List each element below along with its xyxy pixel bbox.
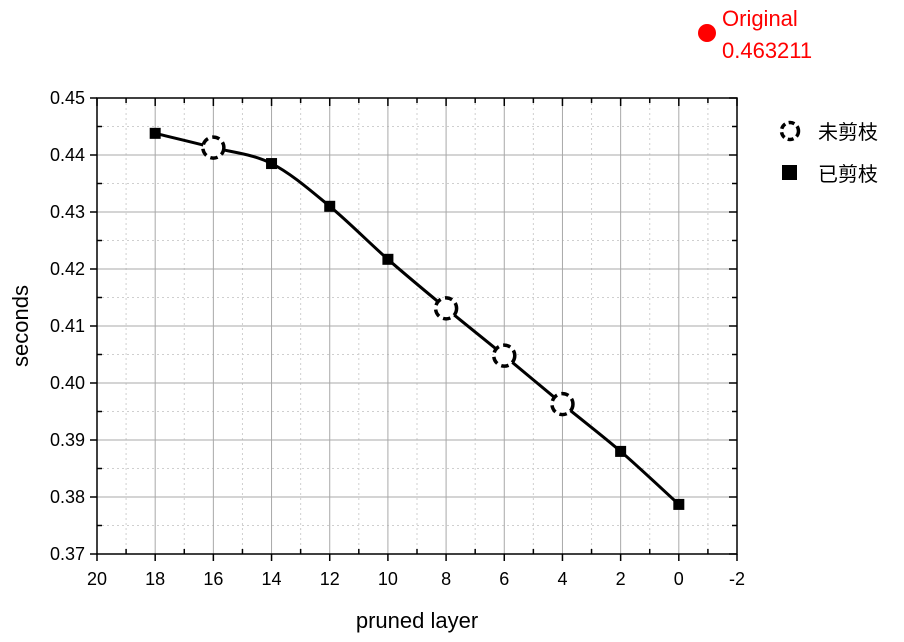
y-tick-label: 0.44 <box>50 145 85 165</box>
y-tick-label: 0.40 <box>50 373 85 393</box>
y-axis-tick-labels: 0.37 0.38 0.39 0.40 0.41 0.42 0.43 0.44 0.45 <box>50 88 85 564</box>
x-axis-tick-labels: 20 18 16 14 12 10 8 6 4 2 0 -2 <box>87 569 745 589</box>
data-point-pruned <box>615 445 627 457</box>
y-tick-label: 0.45 <box>50 88 85 108</box>
data-point-unpruned <box>550 391 575 417</box>
legend-label-pruned: 已剪枝 <box>818 162 878 186</box>
data-point-pruned <box>149 127 161 139</box>
reference-annotation: Original 0.463211 <box>698 6 812 63</box>
data-points <box>149 127 685 510</box>
x-tick-label: 16 <box>203 569 223 589</box>
x-tick-label: -2 <box>729 569 745 589</box>
x-tick-label: 12 <box>320 569 340 589</box>
data-point-pruned <box>324 200 336 212</box>
x-tick-label: 0 <box>674 569 684 589</box>
y-tick-label: 0.37 <box>50 544 85 564</box>
y-tick-label: 0.39 <box>50 430 85 450</box>
data-point-pruned <box>382 253 394 265</box>
data-point-pruned <box>266 158 278 170</box>
y-tick-label: 0.38 <box>50 487 85 507</box>
legend-marker-unpruned <box>779 120 801 142</box>
grid <box>97 98 737 554</box>
axis-ticks <box>90 97 738 561</box>
x-tick-label: 20 <box>87 569 107 589</box>
data-point-unpruned <box>433 296 459 321</box>
x-tick-label: 4 <box>557 569 567 589</box>
y-tick-label: 0.43 <box>50 202 85 222</box>
x-tick-label: 6 <box>499 569 509 589</box>
legend-marker-pruned <box>782 165 797 180</box>
legend: 未剪枝 已剪枝 <box>779 120 878 186</box>
y-tick-label: 0.41 <box>50 316 85 336</box>
y-axis-title: seconds <box>8 285 33 367</box>
x-tick-label: 2 <box>616 569 626 589</box>
y-tick-label: 0.42 <box>50 259 85 279</box>
x-tick-label: 18 <box>145 569 165 589</box>
reference-value: 0.463211 <box>722 38 812 63</box>
x-axis-title: pruned layer <box>356 608 478 633</box>
x-tick-label: 8 <box>441 569 451 589</box>
legend-label-unpruned: 未剪枝 <box>818 120 878 144</box>
data-point-unpruned <box>492 343 517 368</box>
data-point-unpruned <box>201 135 226 160</box>
reference-point <box>698 24 716 42</box>
x-tick-label: 10 <box>378 569 398 589</box>
series-line <box>154 131 680 506</box>
data-point-pruned <box>673 498 685 510</box>
reference-label: Original <box>722 6 798 31</box>
x-tick-label: 14 <box>262 569 282 589</box>
